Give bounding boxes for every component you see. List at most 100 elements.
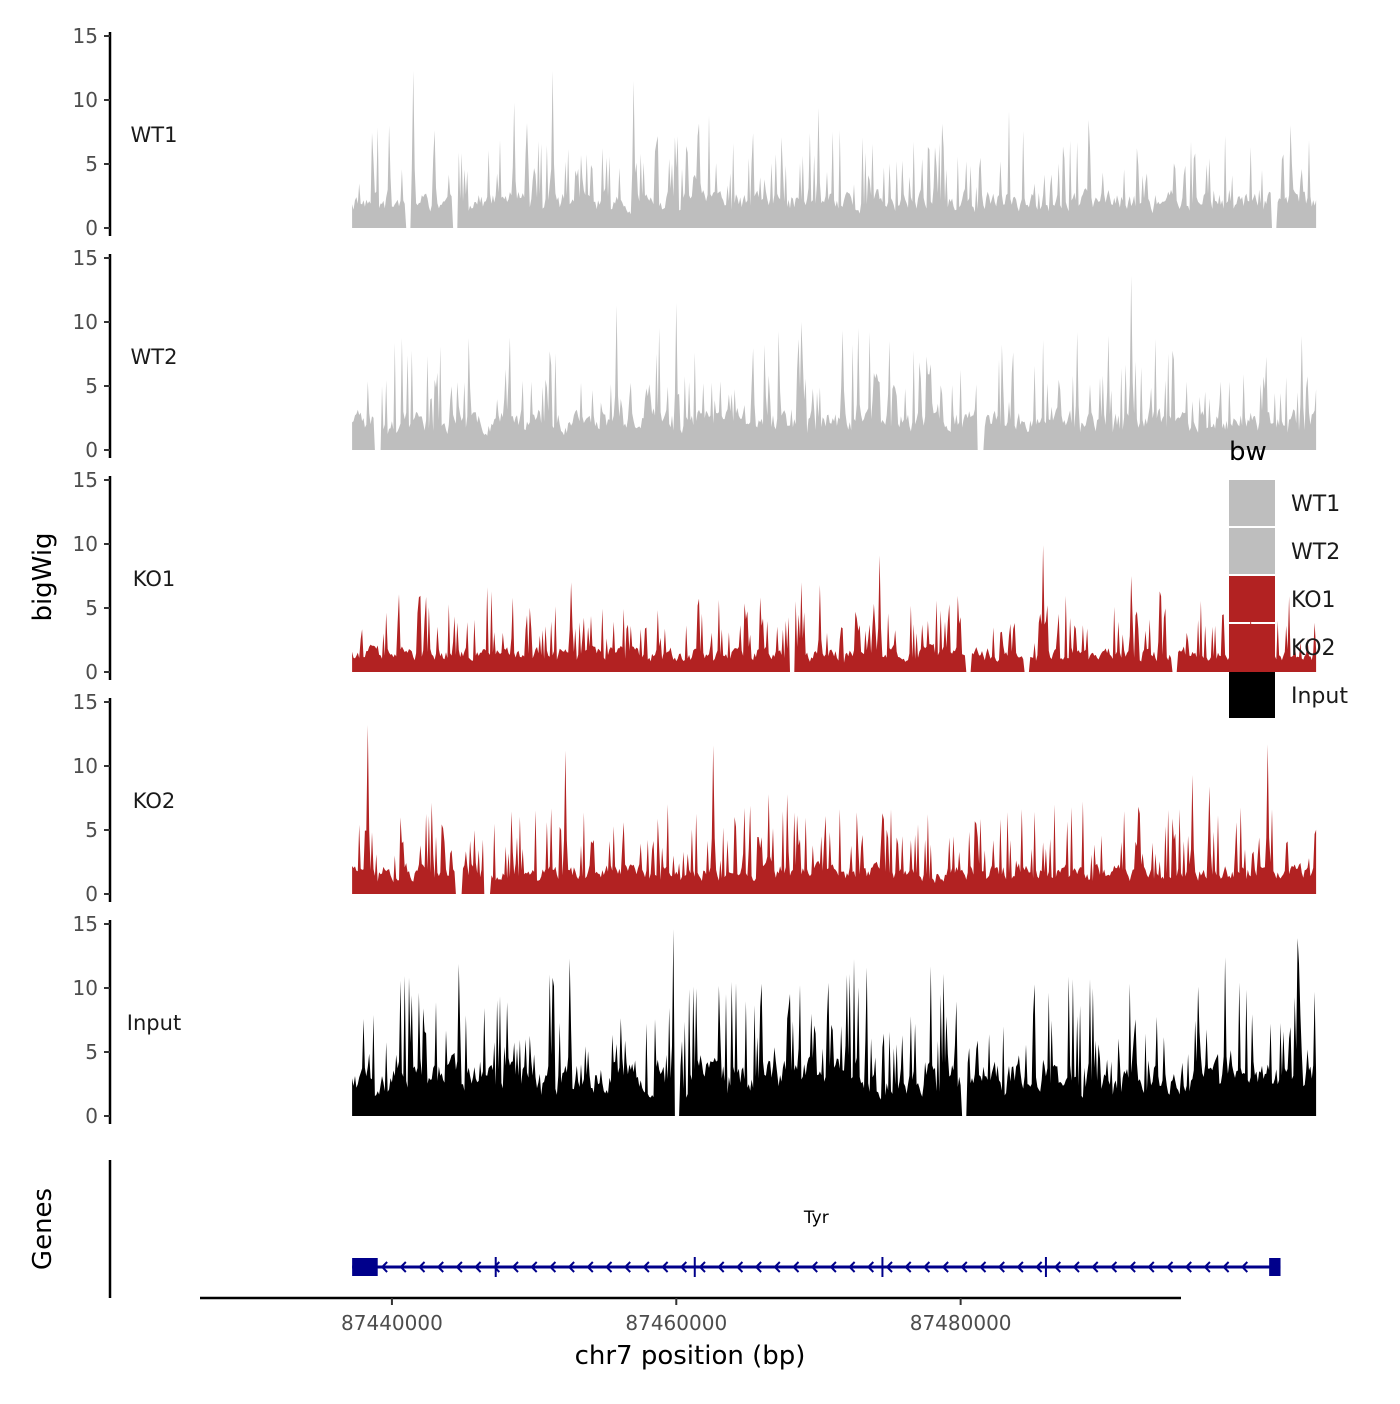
strand-arrow [474, 1261, 482, 1273]
legend-label: Input [1291, 684, 1348, 709]
strand-arrow [923, 1261, 931, 1273]
strand-arrow [1016, 1261, 1024, 1273]
y-tick-label: 15 [73, 690, 98, 714]
strand-arrow [642, 1261, 650, 1273]
strand-arrow [754, 1261, 762, 1273]
strand-arrow [941, 1261, 949, 1273]
strand-arrow [418, 1261, 426, 1273]
strand-arrow [773, 1261, 781, 1273]
strand-arrow [549, 1261, 557, 1273]
strand-arrow [717, 1261, 725, 1273]
strand-arrow [1035, 1261, 1043, 1273]
track-label: WT2 [131, 345, 178, 369]
y-tick-label: 10 [73, 532, 98, 556]
strand-arrow [1222, 1261, 1230, 1273]
bigwig-tracks: 0 5 10 15 WT1 0 5 10 15 WT2 0 5 10 15 KO1 0 5 10 15 KO2 0 5 10… [73, 24, 1317, 1128]
track-wt2: 0 5 10 15 WT2 [73, 246, 1317, 462]
legend-swatch [1229, 576, 1275, 622]
y-tick-label: 10 [73, 310, 98, 334]
legend-swatch [1229, 528, 1275, 574]
y-tick-label: 15 [73, 24, 98, 48]
strand-arrow [623, 1261, 631, 1273]
strand-arrow [1184, 1261, 1192, 1273]
strand-arrow [679, 1261, 688, 1273]
y-tick-label: 5 [85, 374, 98, 398]
strand-arrow [1147, 1261, 1155, 1273]
y-tick-label: 15 [73, 912, 98, 936]
strand-arrow [605, 1261, 613, 1273]
strand-arrow [997, 1261, 1005, 1273]
strand-arrow [1110, 1261, 1118, 1273]
legend: bw WT1 WT2 KO1 KO2 Input [1229, 437, 1348, 718]
strand-arrow [829, 1261, 837, 1273]
y-tick-label: 0 [85, 882, 98, 906]
genes-track: Genes Tyr [28, 1160, 1281, 1298]
strand-arrow [1053, 1261, 1062, 1273]
track-wt1: 0 5 10 15 WT1 [73, 24, 1317, 240]
strand-arrow [960, 1261, 968, 1273]
exon [1269, 1258, 1281, 1276]
legend-label: WT2 [1291, 540, 1340, 565]
exon [352, 1258, 378, 1276]
legend-swatch [1229, 624, 1275, 670]
y-tick-label: 15 [73, 246, 98, 270]
y-tick-label: 0 [85, 438, 98, 462]
strand-arrow [736, 1261, 744, 1273]
x-tick-label: 87440000 [341, 1311, 443, 1335]
strand-arrow [1203, 1261, 1211, 1273]
legend-label: KO1 [1291, 588, 1336, 613]
y-tick-label: 5 [85, 596, 98, 620]
track-label: Input [127, 1011, 181, 1035]
strand-arrow [511, 1261, 519, 1273]
track-ko1: 0 5 10 15 KO1 [73, 468, 1317, 684]
y-tick-label: 0 [85, 1104, 98, 1128]
track-input: 0 5 10 15 Input [73, 912, 1317, 1128]
y-tick-label: 10 [73, 976, 98, 1000]
x-axis-title: chr7 position (bp) [575, 1341, 806, 1371]
gene-label: Tyr [803, 1208, 829, 1228]
signal-area [352, 70, 1317, 228]
strand-arrow [1166, 1261, 1174, 1273]
strand-arrow [698, 1261, 706, 1273]
track-label: KO1 [133, 567, 176, 591]
signal-area [352, 929, 1317, 1116]
strand-arrow [866, 1261, 875, 1273]
legend-label: WT1 [1291, 492, 1340, 517]
signal-area [352, 275, 1317, 450]
strand-arrow [792, 1261, 800, 1273]
strand-arrow [436, 1261, 444, 1273]
strand-arrow [1091, 1261, 1099, 1273]
strand-arrow [399, 1261, 407, 1273]
signal-area [352, 725, 1317, 894]
strand-arrow [904, 1261, 912, 1273]
y-tick-label: 5 [85, 1040, 98, 1064]
y-tick-label: 10 [73, 754, 98, 778]
strand-arrow [1128, 1261, 1136, 1273]
track-label: KO2 [133, 789, 176, 813]
x-tick-label: 87460000 [625, 1311, 727, 1335]
strand-arrow [567, 1261, 575, 1273]
strand-arrow [1072, 1261, 1080, 1273]
strand-arrow [979, 1261, 987, 1273]
y-tick-label: 15 [73, 468, 98, 492]
track-ko2: 0 5 10 15 KO2 [73, 690, 1317, 906]
strand-arrow [492, 1261, 501, 1273]
strand-arrow [661, 1261, 669, 1273]
genes-track-title: Genes [28, 1188, 58, 1270]
y-tick-label: 5 [85, 818, 98, 842]
y-tick-label: 0 [85, 660, 98, 684]
y-tick-label: 5 [85, 152, 98, 176]
strand-arrow [1240, 1261, 1249, 1273]
legend-title: bw [1229, 437, 1267, 467]
legend-swatch [1229, 672, 1275, 718]
strand-arrow [455, 1261, 463, 1273]
track-label: WT1 [131, 123, 178, 147]
legend-swatch [1229, 480, 1275, 526]
signal-area [352, 545, 1317, 672]
strand-arrow [380, 1261, 388, 1273]
strand-arrow [885, 1261, 893, 1273]
strand-arrow [530, 1261, 538, 1273]
strand-arrow [586, 1261, 594, 1273]
y-tick-label: 10 [73, 88, 98, 112]
